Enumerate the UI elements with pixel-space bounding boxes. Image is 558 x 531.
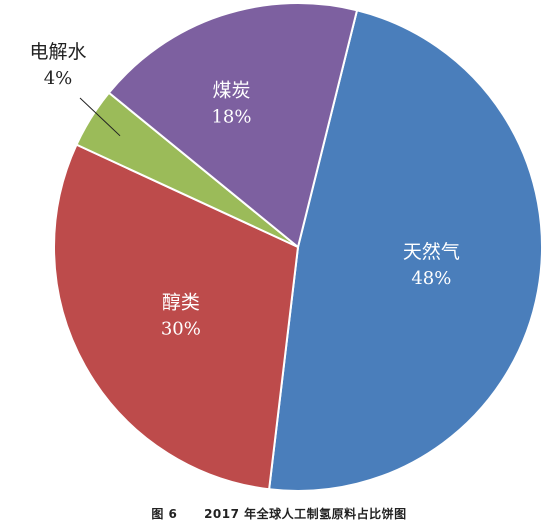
pie-slice-3 bbox=[107, 2, 359, 249]
slice-label-1: 醇类 bbox=[162, 291, 200, 313]
slice-value-0: 48% bbox=[411, 268, 451, 289]
slice-label-3: 煤炭 bbox=[212, 79, 250, 101]
slice-value-2: 4% bbox=[44, 68, 73, 89]
slice-value-3: 18% bbox=[211, 106, 251, 127]
pie-slice-0 bbox=[267, 9, 544, 492]
leader-line-2 bbox=[79, 97, 121, 137]
pie-chart: 天然气 48% 醇类 30% 电解水 4% 煤炭 18% bbox=[29, 2, 544, 492]
pie-slice-1 bbox=[53, 143, 300, 491]
figure-caption: 图 6 2017 年全球人工制氢原料占比饼图 bbox=[0, 505, 558, 522]
slice-label-2: 电解水 bbox=[29, 41, 86, 63]
figure-number: 图 6 bbox=[151, 507, 178, 521]
slice-value-1: 30% bbox=[161, 318, 201, 339]
slice-label-0: 天然气 bbox=[403, 241, 460, 263]
figure-title: 2017 年全球人工制氢原料占比饼图 bbox=[204, 507, 407, 521]
